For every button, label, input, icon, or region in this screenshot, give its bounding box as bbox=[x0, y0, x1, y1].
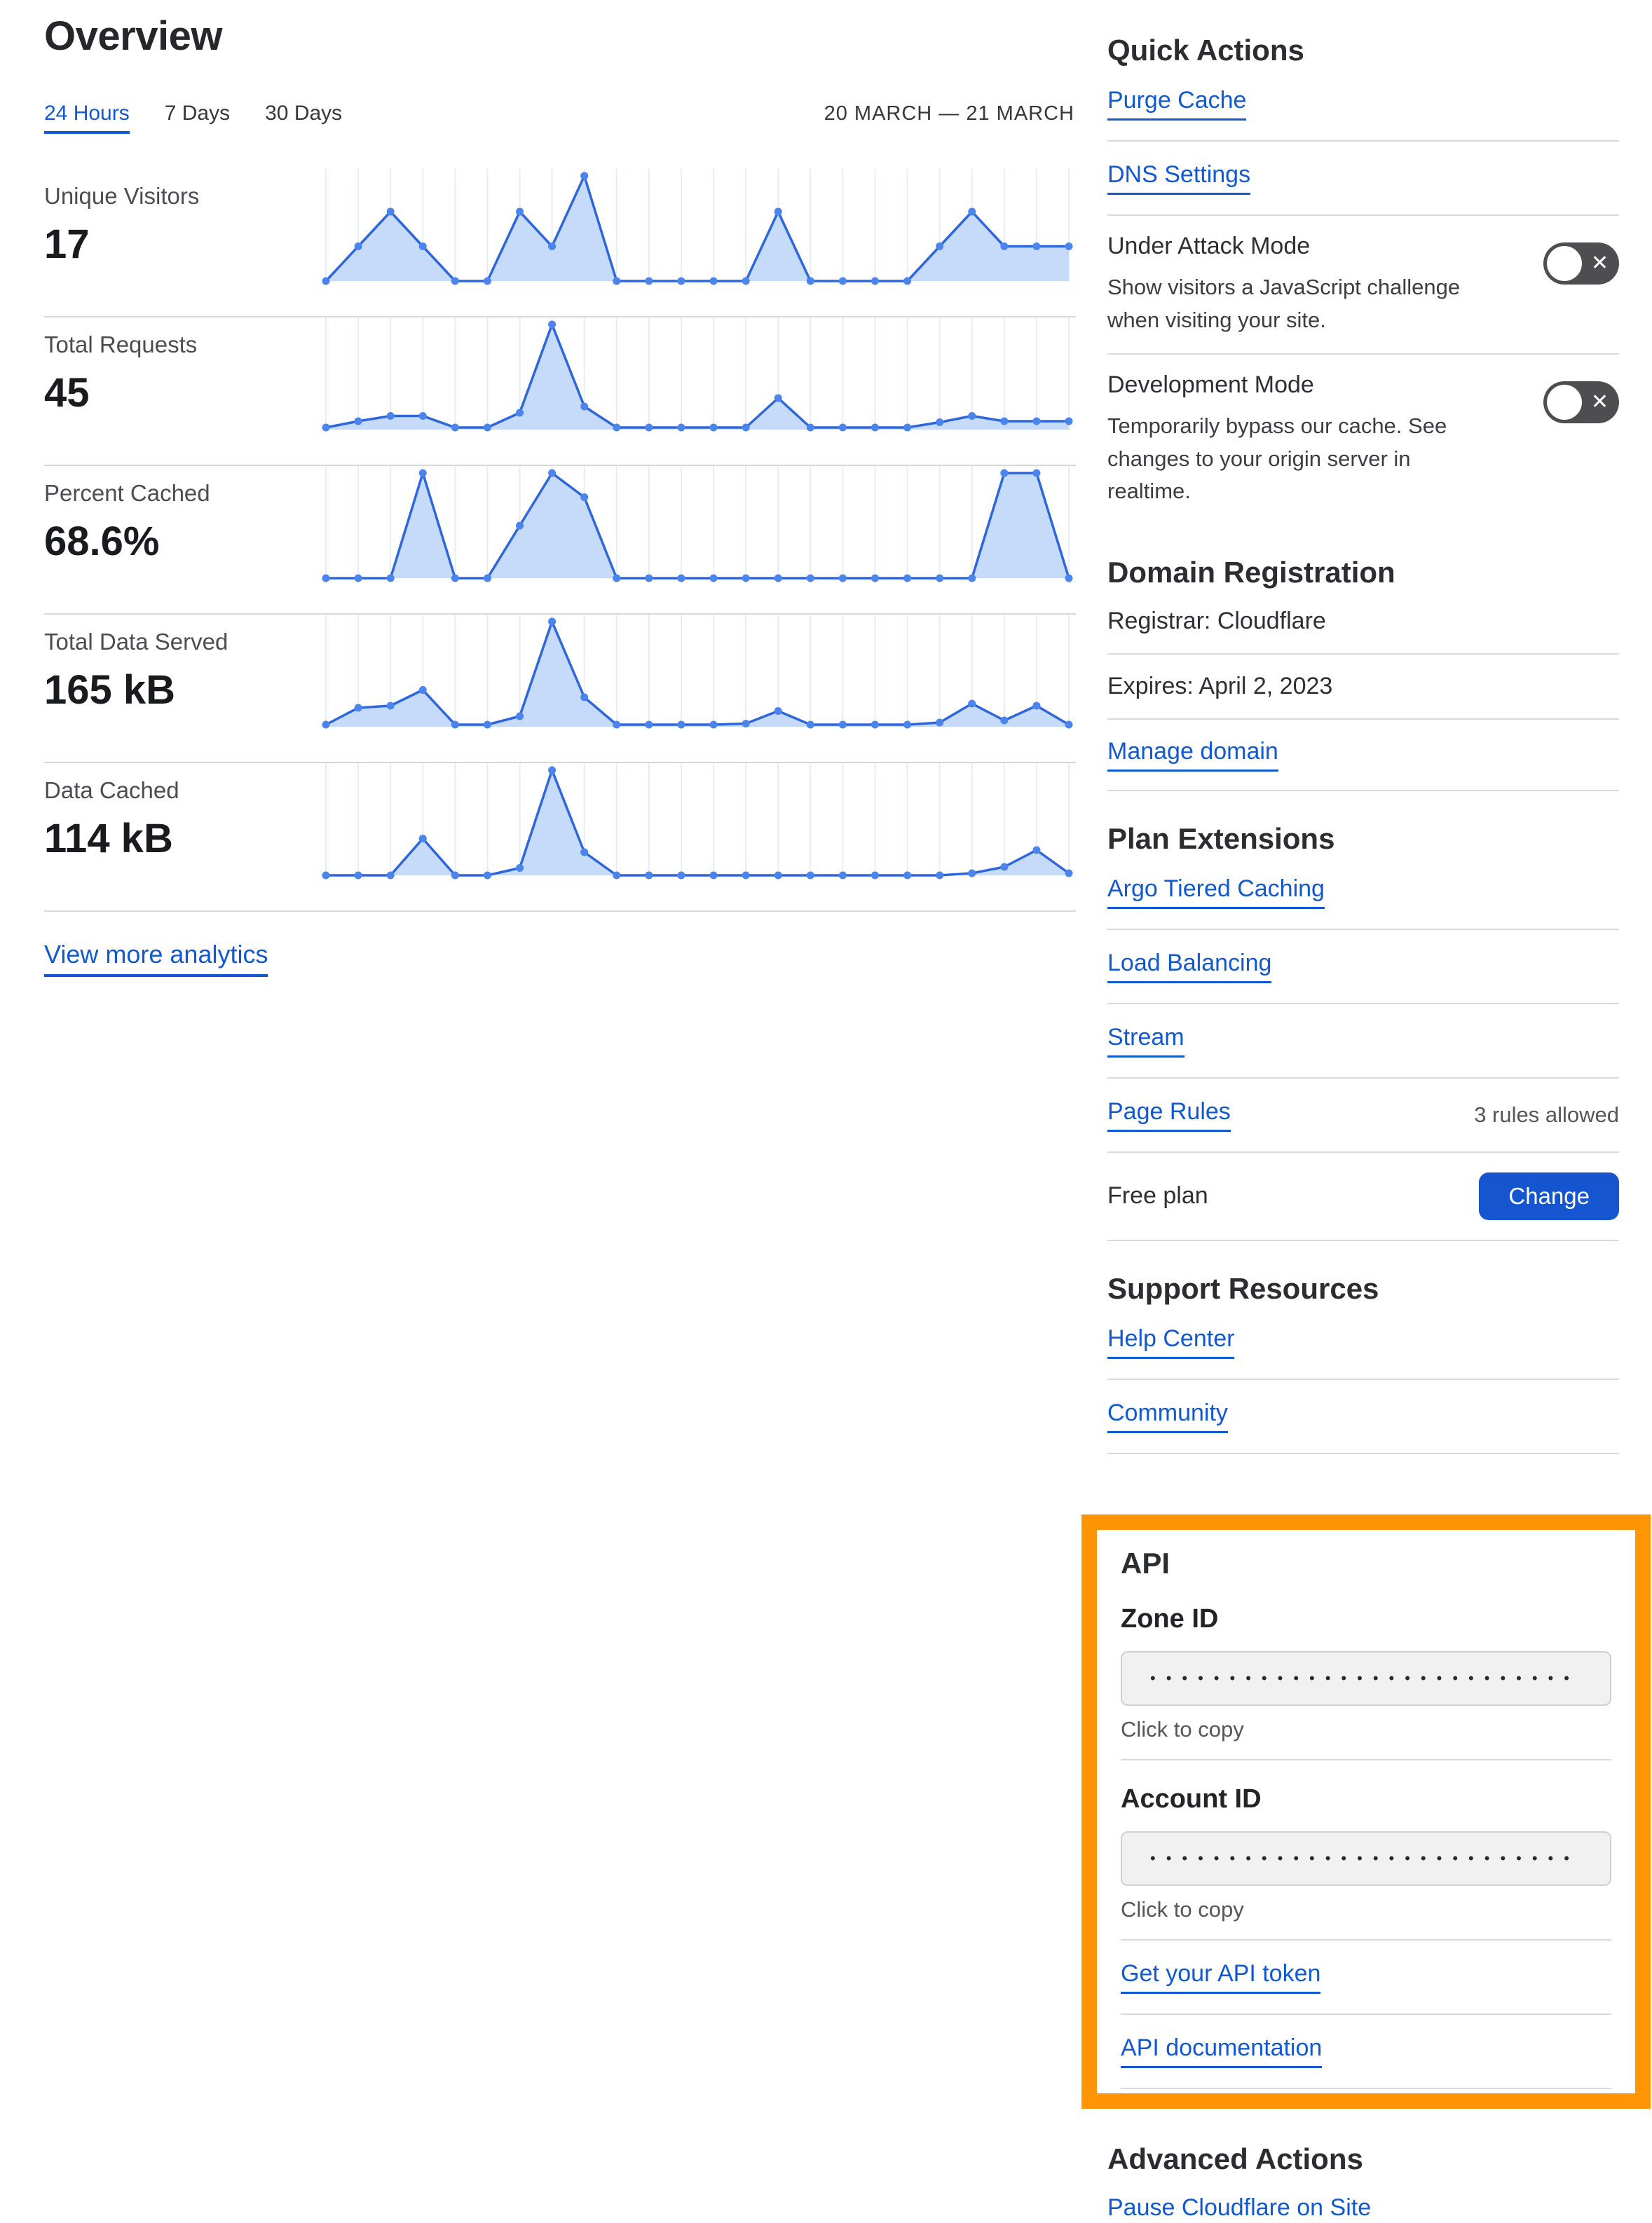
metric-label: Total Data Served bbox=[44, 629, 228, 655]
page-rules-allowance-note: 3 rules allowed bbox=[1474, 1102, 1619, 1127]
sparkline-chart-percent-cached bbox=[319, 466, 1076, 589]
metric-value: 17 bbox=[44, 221, 90, 267]
help-center-row: Help Center bbox=[1107, 1306, 1619, 1380]
metric-label: Data Cached bbox=[44, 777, 179, 803]
sparkline-chart-unique-visitors bbox=[319, 169, 1076, 292]
sparkline-chart-total-data-served bbox=[319, 615, 1076, 738]
metric-row-data-cached: Data Cached 114 kB bbox=[44, 763, 1076, 912]
sidebar-column: Quick Actions Purge Cache DNS Settings U… bbox=[1081, 13, 1651, 2223]
expires-row: Expires: April 2, 2023 bbox=[1107, 655, 1619, 720]
purge-cache-link[interactable]: Purge Cache bbox=[1107, 87, 1247, 121]
change-plan-button[interactable]: Change bbox=[1479, 1172, 1619, 1220]
pause-cloudflare-row: Pause Cloudflare on Site bbox=[1107, 2176, 1619, 2223]
analytics-column: Overview 24 Hours 7 Days 30 Days 20 MARC… bbox=[44, 13, 1076, 2223]
sparkline-chart-data-cached bbox=[319, 763, 1076, 887]
metric-value: 165 kB bbox=[44, 667, 176, 713]
manage-domain-link[interactable]: Manage domain bbox=[1107, 738, 1278, 772]
metric-label: Percent Cached bbox=[44, 480, 210, 506]
page-rules-link[interactable]: Page Rules bbox=[1107, 1098, 1231, 1132]
metric-row-total-data-served: Total Data Served 165 kB bbox=[44, 615, 1076, 763]
tab-7-days[interactable]: 7 Days bbox=[164, 102, 231, 125]
argo-tiered-caching-row: Argo Tiered Caching bbox=[1107, 856, 1619, 930]
development-mode-title: Development Mode bbox=[1107, 371, 1314, 398]
under-attack-mode-toggle[interactable]: ✕ bbox=[1543, 242, 1619, 285]
metric-chart-list: Unique Visitors 17 Total Requests 45 Per… bbox=[44, 169, 1076, 912]
api-token-row: Get your API token bbox=[1121, 1941, 1611, 2015]
metric-row-unique-visitors: Unique Visitors 17 bbox=[44, 169, 1076, 317]
pause-cloudflare-link[interactable]: Pause Cloudflare on Site bbox=[1107, 2194, 1371, 2223]
toggle-off-x-icon: ✕ bbox=[1590, 252, 1609, 275]
quick-actions-heading: Quick Actions bbox=[1107, 34, 1304, 67]
page-title: Overview bbox=[44, 13, 222, 59]
get-api-token-link[interactable]: Get your API token bbox=[1121, 1960, 1321, 1994]
zone-id-copy-hint: Click to copy bbox=[1121, 1717, 1611, 1760]
account-id-copy-hint: Click to copy bbox=[1121, 1897, 1611, 1941]
support-resources-heading: Support Resources bbox=[1107, 1271, 1379, 1305]
dns-settings-link[interactable]: DNS Settings bbox=[1107, 161, 1251, 195]
api-documentation-link[interactable]: API documentation bbox=[1121, 2034, 1323, 2068]
api-section-highlight-box: API Zone ID ••••••••••••••••••••••••••• … bbox=[1081, 1514, 1651, 2109]
metric-value: 114 kB bbox=[44, 816, 173, 861]
quick-action-purge-cache: Purge Cache bbox=[1107, 67, 1619, 142]
under-attack-mode-description: Show visitors a JavaScript challenge whe… bbox=[1107, 275, 1461, 332]
view-more-analytics-link[interactable]: View more analytics bbox=[44, 940, 268, 977]
current-plan-label: Free plan bbox=[1107, 1182, 1208, 1209]
time-range-tabs: 24 Hours 7 Days 30 Days 20 MARCH — 21 MA… bbox=[44, 102, 1076, 134]
plan-row: Free plan Change bbox=[1107, 1153, 1619, 1241]
metric-label: Total Requests bbox=[44, 331, 198, 357]
development-mode-description: Temporarily bypass our cache. See change… bbox=[1107, 413, 1447, 503]
api-documentation-row: API documentation bbox=[1121, 2015, 1611, 2089]
metric-value: 68.6% bbox=[44, 519, 160, 564]
advanced-actions-heading: Advanced Actions bbox=[1107, 2142, 1363, 2175]
load-balancing-link[interactable]: Load Balancing bbox=[1107, 950, 1272, 983]
toggle-knob bbox=[1547, 246, 1582, 281]
under-attack-mode-title: Under Attack Mode bbox=[1107, 233, 1311, 259]
zone-id-label: Zone ID bbox=[1121, 1603, 1219, 1634]
metric-row-total-requests: Total Requests 45 bbox=[44, 317, 1076, 466]
domain-registration-heading: Domain Registration bbox=[1107, 555, 1395, 589]
toggle-knob bbox=[1547, 385, 1582, 420]
under-attack-mode-row: Under Attack Mode Show visitors a JavaSc… bbox=[1107, 216, 1619, 355]
tab-24-hours[interactable]: 24 Hours bbox=[44, 102, 130, 134]
date-range-label: 20 MARCH — 21 MARCH bbox=[824, 102, 1074, 125]
community-link[interactable]: Community bbox=[1107, 1400, 1228, 1433]
development-mode-row: Development Mode Temporarily bypass our … bbox=[1107, 355, 1619, 525]
account-id-field[interactable]: ••••••••••••••••••••••••••• bbox=[1121, 1831, 1611, 1886]
stream-row: Stream bbox=[1107, 1004, 1619, 1079]
registrar-value: Registrar: Cloudflare bbox=[1107, 607, 1326, 634]
manage-domain-row: Manage domain bbox=[1107, 720, 1619, 791]
zone-id-field[interactable]: ••••••••••••••••••••••••••• bbox=[1121, 1650, 1611, 1706]
development-mode-toggle[interactable]: ✕ bbox=[1543, 381, 1619, 423]
community-row: Community bbox=[1107, 1380, 1619, 1454]
api-heading: API bbox=[1121, 1546, 1170, 1580]
account-id-label: Account ID bbox=[1121, 1784, 1262, 1814]
metric-label: Unique Visitors bbox=[44, 183, 200, 209]
load-balancing-row: Load Balancing bbox=[1107, 930, 1619, 1004]
page-rules-row: Page Rules 3 rules allowed bbox=[1107, 1079, 1619, 1153]
metric-row-percent-cached: Percent Cached 68.6% bbox=[44, 466, 1076, 615]
plan-extensions-heading: Plan Extensions bbox=[1107, 821, 1335, 855]
help-center-link[interactable]: Help Center bbox=[1107, 1325, 1235, 1359]
metric-value: 45 bbox=[44, 370, 90, 416]
tab-30-days[interactable]: 30 Days bbox=[265, 102, 343, 125]
quick-action-dns-settings: DNS Settings bbox=[1107, 142, 1619, 216]
registrar-row: Registrar: Cloudflare bbox=[1107, 589, 1619, 655]
argo-tiered-caching-link[interactable]: Argo Tiered Caching bbox=[1107, 875, 1325, 909]
expires-value: Expires: April 2, 2023 bbox=[1107, 672, 1333, 699]
sparkline-chart-total-requests bbox=[319, 317, 1076, 441]
stream-link[interactable]: Stream bbox=[1107, 1024, 1185, 1058]
toggle-off-x-icon: ✕ bbox=[1590, 390, 1609, 413]
